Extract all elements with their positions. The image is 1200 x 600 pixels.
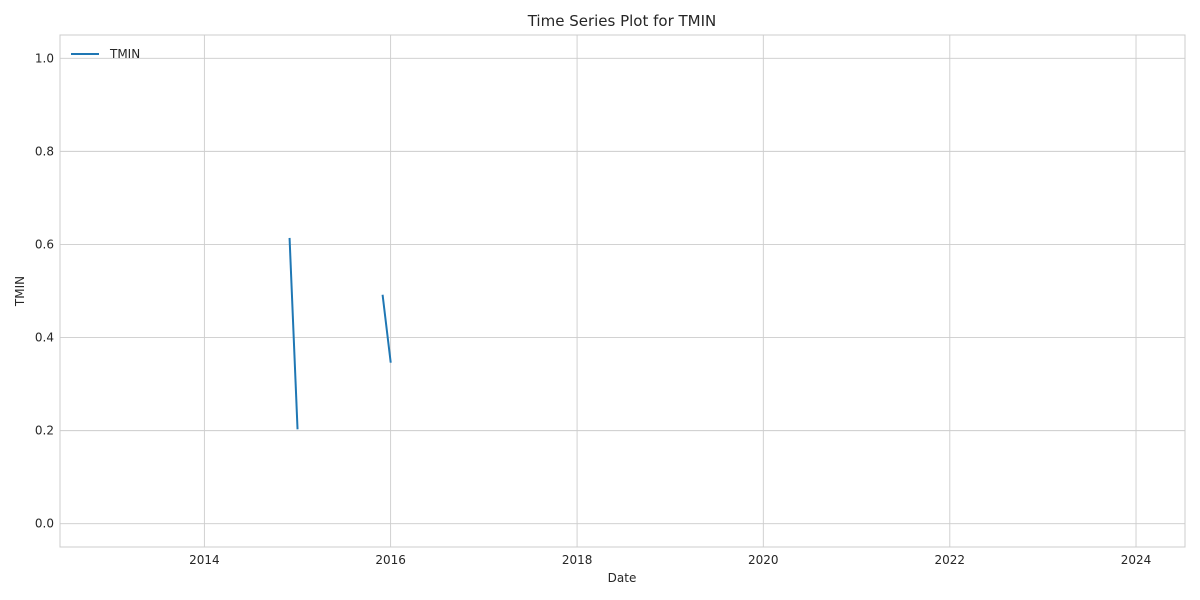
chart-title: Time Series Plot for TMIN (527, 12, 717, 30)
grid (60, 35, 1185, 547)
x-tick-label: 2022 (935, 553, 966, 567)
legend: TMIN (71, 47, 140, 61)
series-line-segment (288, 237, 299, 430)
series-line-segment (381, 294, 392, 363)
y-tick-label: 0.8 (35, 144, 54, 158)
x-tick-label: 2018 (562, 553, 593, 567)
x-tick-label: 2024 (1121, 553, 1152, 567)
y-tick-label: 0.0 (35, 517, 54, 531)
x-axis-label: Date (608, 571, 637, 585)
legend-label-tmin: TMIN (109, 47, 140, 61)
y-tick-label: 0.6 (35, 237, 54, 251)
tick-labels: 2014 2016 2018 2020 2022 2024 0.0 0.2 0.4 0.6 0.8 1… (35, 51, 1151, 567)
y-tick-label: 0.2 (35, 424, 54, 438)
plot-frame (59, 34, 1186, 548)
y-tick-label: 0.4 (35, 331, 54, 345)
series-layer (288, 237, 392, 430)
x-tick-label: 2014 (189, 553, 220, 567)
y-tick-label: 1.0 (35, 51, 54, 65)
x-tick-label: 2016 (375, 553, 406, 567)
x-tick-label: 2020 (748, 553, 779, 567)
y-axis-label: TMIN (13, 276, 27, 307)
